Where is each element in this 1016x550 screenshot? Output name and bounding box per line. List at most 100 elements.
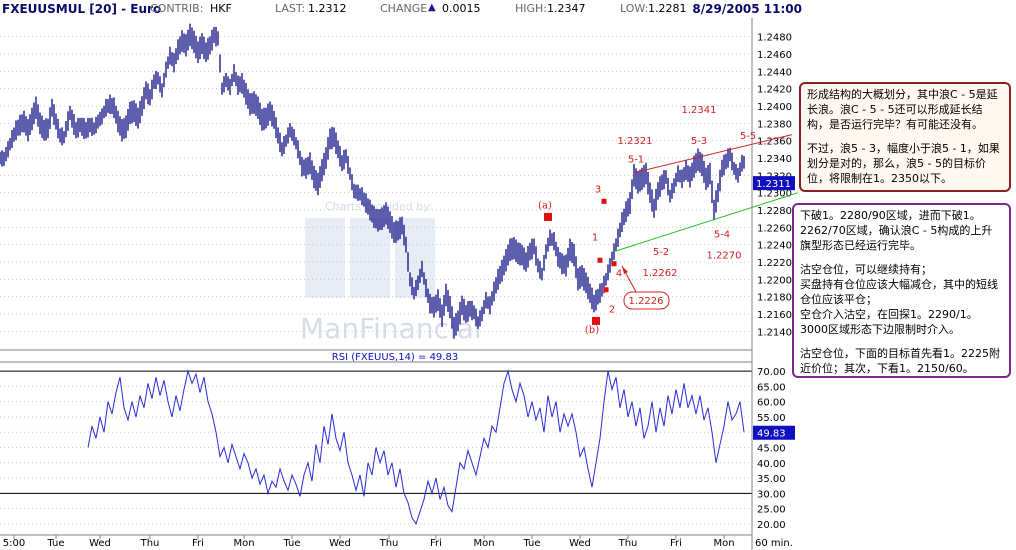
x-tick-label: Wed <box>569 538 591 549</box>
note-wave-structure: 形成结构的大概划分，其中浪C - 5是延长浪。浪C - 5 - 5还可以形成延长… <box>799 82 1011 192</box>
x-tick-label: Tue <box>522 538 540 549</box>
wave-label: 5-3 <box>691 136 707 147</box>
price-tick-label: 1.2460 <box>757 50 792 61</box>
wave-label: 1.2262 <box>643 268 678 279</box>
x-axis: 5:00 Tue Wed Thu Fri Mon Tue Wed Thu Fri Mon Tue Wed… <box>0 534 793 549</box>
wave-label: 5-2 <box>653 247 669 258</box>
rsi-tick-label: 45.00 <box>757 444 786 455</box>
x-tick-label: Mon <box>233 538 254 549</box>
note-spacer <box>807 132 1003 141</box>
note-line: 买盘持有仓位应该大幅减仓，其中的短线仓位应该平仓； <box>800 278 998 306</box>
price-tick-label: 1.2260 <box>757 223 792 234</box>
high-label: HIGH: <box>515 2 548 15</box>
symbol-title[interactable]: FXEUUSMUL [20] - Euro <box>2 2 162 16</box>
wave-marker <box>603 287 609 293</box>
x-tick-label: Mon <box>713 538 734 549</box>
x-tick-label: Thu <box>140 538 160 549</box>
x-tick-label: Wed <box>89 538 111 549</box>
chart-header: FXEUUSMUL [20] - Euro CONTRIB: HKF LAST:… <box>0 0 1016 18</box>
callout-bubble: 1.2226 <box>621 265 670 310</box>
low-value: 1.2281 <box>648 2 687 15</box>
high-value: 1.2347 <box>547 2 586 15</box>
note-line: 沽空仓位，可以继续持有； <box>800 263 932 276</box>
note-line: 沽空仓位，下面的目标首先看1。2225附近价位；其次，下看1。2150/60。 <box>800 347 1000 375</box>
price-tick-label: 1.2200 <box>757 275 792 286</box>
x-tick-label: Thu <box>379 538 399 549</box>
wave-label: 5-1 <box>628 154 644 165</box>
interval-label: 60 min. <box>755 538 793 549</box>
wave-marker <box>544 212 552 221</box>
price-tick-label: 1.2420 <box>757 85 792 96</box>
x-tick-label: Tue <box>282 538 300 549</box>
price-tick-label: 1.2300 <box>757 189 792 200</box>
contrib-label: CONTRIB: <box>150 2 204 15</box>
rsi-title: RSI (FXEUUS,14) = 49.83 <box>332 352 458 363</box>
price-panel: Charts provided by: ManFinancial 1.24801… <box>0 18 799 351</box>
note-line: 形成结构的大概划分，其中浪C - 5是延长浪。浪C - 5 - 5还可以形成延长… <box>807 88 998 131</box>
x-tick-label: Wed <box>329 538 351 549</box>
up-arrow-icon: ▲ <box>428 2 436 13</box>
rsi-tick-label: 25.00 <box>757 505 786 516</box>
price-tick-label: 1.2440 <box>757 67 792 78</box>
rsi-tick-label: 40.00 <box>757 459 786 470</box>
rsi-last-value-box <box>753 425 795 440</box>
last-value: 1.2312 <box>308 2 347 15</box>
x-tick-label: 5:00 <box>3 538 25 549</box>
price-tick-label: 1.2400 <box>757 102 792 113</box>
price-tick-label: 1.2240 <box>757 241 792 252</box>
wave-label: 1.2270 <box>707 251 742 262</box>
rsi-tick-label: 55.00 <box>757 413 786 424</box>
rsi-line <box>87 369 745 526</box>
wave-label: (b) <box>585 325 599 336</box>
callout-text: 1.2226 <box>629 296 664 307</box>
price-tick-label: 1.2280 <box>757 206 792 217</box>
rsi-tick-label: 60.00 <box>757 398 786 409</box>
price-tick-label: 1.2380 <box>757 119 792 130</box>
price-tick-label: 1.2480 <box>757 33 792 44</box>
note-line: 下破1。2280/90区域，进而下破1。2262/70区域，确认浪C - 5构成… <box>800 209 993 252</box>
wave-label: 4 <box>616 269 622 280</box>
rsi-tick-label: 35.00 <box>757 474 786 485</box>
watermark-logo-left <box>305 218 345 298</box>
rsi-panel: RSI (FXEUUS,14) = 49.83 70.00 65.00 60.00 5… <box>0 352 795 531</box>
wave-marker <box>597 257 603 263</box>
wave-label: (a) <box>538 200 552 211</box>
note-spacer <box>800 253 1003 262</box>
rsi-tick-label: 20.00 <box>757 520 786 531</box>
change-label: CHANGE <box>380 2 428 15</box>
watermark-logo-right <box>395 218 435 298</box>
x-tick-label: Mon <box>473 538 494 549</box>
x-tick-label: Tue <box>46 538 64 549</box>
watermark-logo-mid <box>350 218 390 298</box>
note-trading-plan: 下破1。2280/90区域，进而下破1。2262/70区域，确认浪C - 5构成… <box>792 203 1011 378</box>
last-label: LAST: <box>275 2 306 15</box>
wave-label: 5-4 <box>714 230 730 241</box>
watermark-caption: Charts provided by: <box>325 200 433 213</box>
price-last-value-box <box>753 176 795 191</box>
price-last-value-label: 1.2311 <box>756 179 791 190</box>
low-label: LOW: <box>620 2 649 15</box>
rsi-tick-label: 65.00 <box>757 382 786 393</box>
price-tick-label: 1.2360 <box>757 137 792 148</box>
x-tick-label: Fri <box>430 538 442 549</box>
price-tick-label: 1.2180 <box>757 293 792 304</box>
wave-label: 2 <box>609 304 615 315</box>
note-line: 空仓介入沽空，在回探1。2290/1。3000区域形态下边限制时介入。 <box>800 308 978 336</box>
wave-label: 1 <box>592 232 598 243</box>
x-tick-label: Thu <box>618 538 638 549</box>
wave-marker <box>592 316 600 325</box>
note-line: 不过，浪5 - 3，幅度小于浪5 - 1，如果划分是对的，那么，浪5 - 5的目… <box>807 142 1000 185</box>
wave-label: 3 <box>595 185 601 196</box>
wave-marker <box>611 261 617 267</box>
wave-marker <box>601 198 607 204</box>
x-tick-label: Fri <box>192 538 204 549</box>
x-tick-label: Fri <box>670 538 682 549</box>
chart-datetime: 8/29/2005 11:00 <box>692 2 802 16</box>
rsi-tick-label: 70.00 <box>757 367 786 378</box>
contrib-value: HKF <box>210 2 232 15</box>
trendline <box>633 134 793 174</box>
price-tick-label: 1.2220 <box>757 258 792 269</box>
price-tick-label: 1.2340 <box>757 154 792 165</box>
